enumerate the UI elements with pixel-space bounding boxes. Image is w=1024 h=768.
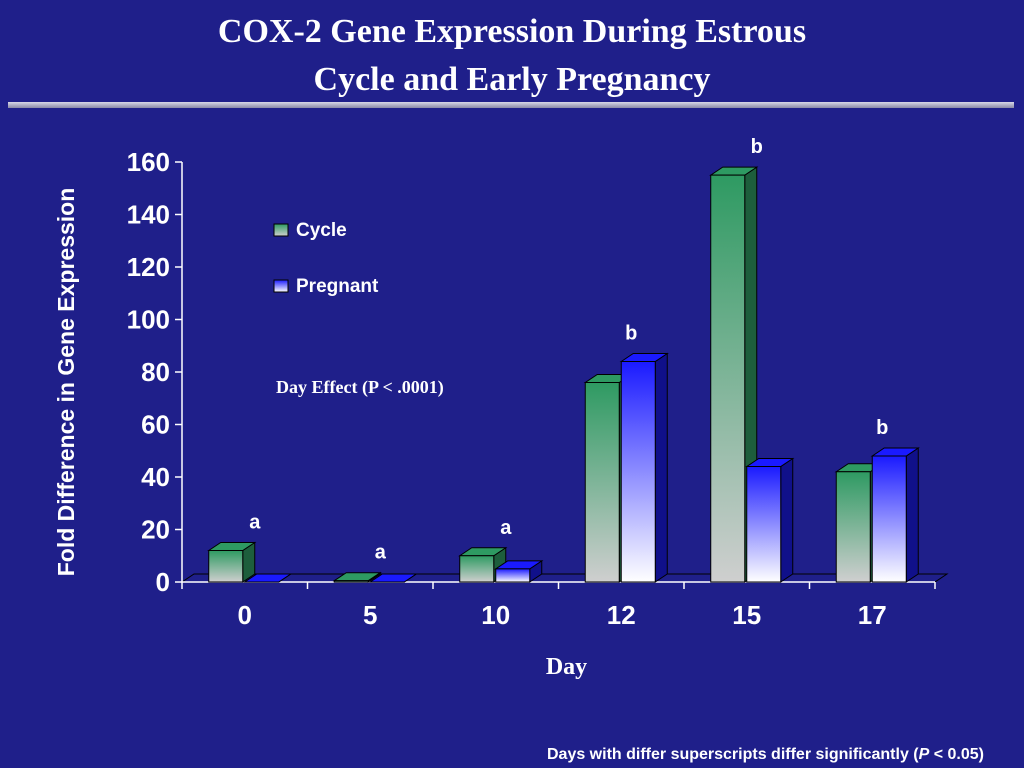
chart-title: COX-2 Gene Expression During Estrous Cyc… — [0, 8, 1024, 104]
bar-cycle-front — [835, 471, 871, 583]
legend-swatch-cycle — [273, 223, 289, 237]
x-tick-label: 12 — [607, 600, 636, 630]
day-effect-annotation: Day Effect (P < .0001) — [276, 377, 444, 398]
significance-footnote: Days with differ superscripts differ sig… — [547, 746, 984, 764]
bar-pregnant — [368, 573, 418, 583]
bar-cycle-front — [710, 174, 746, 583]
footnote-p-symbol: P — [918, 746, 930, 763]
bar-pregnant — [870, 447, 920, 583]
x-tick-label: 10 — [481, 600, 510, 630]
significance-letter: a — [500, 517, 512, 539]
legend-swatch-pregnant — [273, 279, 289, 293]
footnote-prefix: Days with differ superscripts differ sig… — [546, 746, 919, 763]
bar-pregnant-side — [780, 457, 794, 583]
x-tick-label: 5 — [363, 600, 377, 630]
legend-label-pregnant: Pregnant — [296, 276, 379, 297]
bar-cycle-front — [333, 580, 369, 583]
y-tick-label: 40 — [141, 462, 170, 492]
bar-pregnant-front — [620, 361, 656, 583]
bar-pregnant — [243, 573, 293, 583]
bar-pregnant-top — [368, 573, 418, 583]
bar-cycle-front — [584, 382, 620, 583]
title-line-2: Cycle and Early Pregnancy — [313, 61, 711, 98]
x-tick-label: 17 — [858, 600, 887, 630]
significance-letter: a — [249, 512, 261, 534]
significance-letter: b — [751, 136, 763, 158]
bar-pregnant-front — [495, 568, 531, 583]
y-tick-label: 80 — [141, 357, 170, 387]
bar-pregnant-top — [243, 573, 293, 583]
x-tick-label: 15 — [732, 600, 761, 630]
significance-letter: a — [375, 542, 387, 564]
bar-cycle — [207, 541, 257, 583]
y-tick-label: 100 — [127, 305, 170, 335]
y-tick-label: 140 — [127, 200, 170, 230]
bar-cycle-front — [208, 550, 244, 583]
x-axis-title: Day — [546, 654, 587, 680]
bar-pregnant — [745, 457, 795, 583]
y-tick-label: 60 — [141, 410, 170, 440]
x-tick-label: 0 — [238, 600, 252, 630]
bar-pregnant — [494, 559, 544, 583]
y-tick-label: 0 — [156, 567, 170, 597]
chart-floor — [180, 573, 949, 583]
significance-letter: b — [625, 323, 637, 345]
bar-pregnant-front — [746, 466, 782, 583]
bar-cycle-front — [459, 555, 495, 583]
legend-label-cycle: Cycle — [296, 220, 347, 241]
y-tick-label: 20 — [141, 515, 170, 545]
title-line-1: COX-2 Gene Expression During Estrous — [217, 13, 807, 50]
bar-pregnant-front — [871, 455, 907, 583]
bar-pregnant-side — [654, 352, 668, 583]
y-axis-title: Fold Difference in Gene Expression — [53, 188, 79, 577]
y-tick-label: 120 — [127, 252, 170, 282]
bar-pregnant — [619, 352, 669, 583]
y-tick-label: 160 — [127, 147, 170, 177]
bar-cycle — [332, 571, 382, 583]
footnote-suffix: < 0.05) — [929, 746, 984, 763]
title-divider — [8, 102, 1014, 108]
significance-letter: b — [876, 417, 888, 439]
bar-pregnant-side — [905, 447, 919, 583]
